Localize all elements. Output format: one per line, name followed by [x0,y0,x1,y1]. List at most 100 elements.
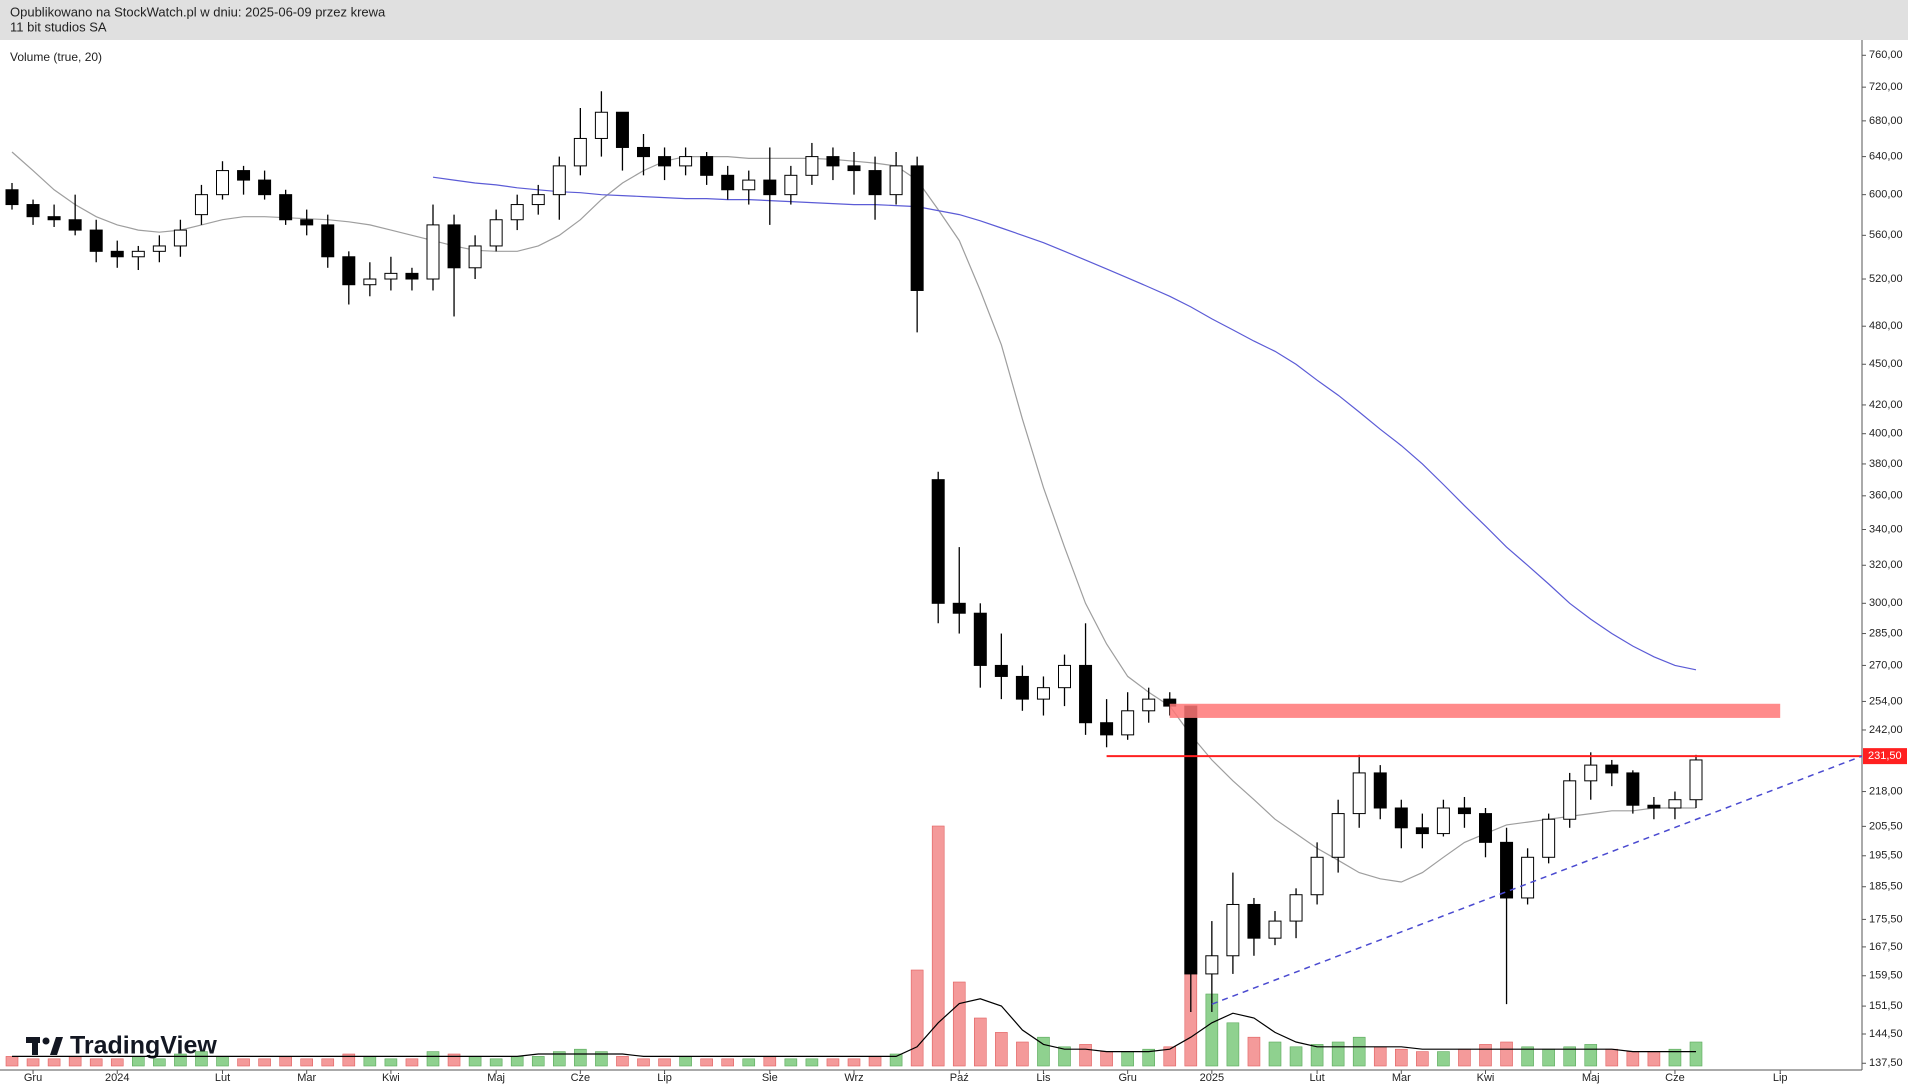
volume-bar [1584,1044,1598,1067]
y-tick-label: 159,50 [1869,970,1903,982]
x-tick-label: Mar [1392,1072,1411,1084]
y-tick-label: 640,00 [1869,151,1903,163]
y-tick-label: 360,00 [1869,490,1903,502]
candle-body [784,174,798,196]
volume-bar [1542,1048,1555,1067]
candle-body [1331,813,1345,858]
volume-bar [1037,1036,1050,1067]
candle-body [1310,856,1324,896]
candle-body [994,664,1008,677]
volume-bar [721,1058,735,1067]
volume-bar [763,1056,777,1067]
candle-body [300,219,314,226]
y-tick-label: 560,00 [1869,229,1903,241]
x-tick-label: Kwi [382,1072,400,1084]
volume-bar [1500,1041,1513,1067]
volume-bar [1605,1048,1619,1067]
candle-body [384,272,398,280]
y-tick-label: 760,00 [1869,49,1903,61]
candle-body [47,216,61,221]
volume-bar [237,1058,250,1067]
candle-body [1436,807,1450,835]
candle-body [1352,772,1366,815]
x-tick-label: Cze [1665,1072,1685,1084]
x-tick-label: Mar [297,1072,316,1084]
volume-bar [1268,1041,1282,1067]
volume-bar [616,1056,629,1067]
candle-body [1647,804,1661,809]
y-tick-label: 285,00 [1869,627,1903,639]
candle-body [1668,799,1682,809]
volume-bar [26,1058,40,1067]
y-tick-label: 400,00 [1869,428,1903,440]
volume-bar [258,1058,271,1067]
candle-body [89,229,103,252]
candle-body [131,250,145,258]
x-tick-label: Gru [24,1072,42,1084]
y-tick-label: 300,00 [1869,597,1903,609]
published-note: Opublikowano na StockWatch.pl w dniu: 20… [10,4,386,19]
resistance-zone [1169,703,1781,718]
x-tick-label: Maj [487,1072,505,1084]
x-tick-label: Lis [1036,1072,1051,1084]
y-tick-label: 600,00 [1869,189,1903,201]
volume-bar [68,1056,82,1067]
volume-bar [321,1058,335,1067]
candle-body [1521,856,1535,899]
x-tick-label: Lut [1309,1072,1324,1084]
y-tick-label: 242,00 [1869,724,1903,736]
volume-bar [552,1051,566,1067]
candle-body [721,174,735,191]
candle-body [594,111,608,139]
y-tick-label: 144,50 [1869,1028,1903,1040]
candle-body [1247,903,1261,939]
candle-body [237,170,251,181]
volume-bar [973,1017,987,1067]
volume-bar [1121,1051,1134,1067]
y-tick-label: 185,50 [1869,881,1903,893]
candle-body [1205,955,1219,975]
x-tick-label: Cze [571,1072,591,1084]
candle-body [1121,710,1135,736]
volume-bar [153,1058,166,1067]
volume-bar [931,825,945,1067]
candle-body [1542,818,1556,858]
candle-body [405,272,419,280]
candle-body [1500,841,1514,899]
candle-body [889,165,903,196]
volume-bar [1521,1046,1534,1067]
candle-body [489,219,503,247]
volume-bar [1563,1046,1576,1067]
volume-bar [279,1056,292,1067]
candle-body [1079,664,1093,724]
volume-bar [510,1056,524,1067]
y-tick-label: 420,00 [1869,399,1903,411]
volume-bar [995,1032,1008,1067]
volume-bar [1395,1048,1408,1067]
candle-body [447,224,461,269]
volume-bar [1352,1036,1366,1067]
volume-bar [89,1058,103,1067]
volume-bar [1373,1046,1387,1067]
candle-body [68,219,82,231]
volume-bar [426,1051,440,1067]
volume-bar [1647,1051,1661,1067]
y-tick-label: 720,00 [1869,81,1903,93]
y-tick-label: 340,00 [1869,523,1903,535]
candle-body [1394,807,1408,829]
candle-body [1605,764,1619,774]
candle-body [1584,764,1598,782]
volume-bar [489,1058,503,1067]
candle-body [110,250,124,258]
candle-body [1015,675,1029,700]
volume-bar [1437,1051,1450,1067]
candle-body [552,165,566,196]
volume-bar [1416,1051,1429,1067]
volume-bar [700,1058,713,1067]
volume-bar [1226,1022,1240,1067]
candle-body [426,224,440,280]
symbol: 11 bit studios SA [10,19,107,34]
y-tick-label: 218,00 [1869,785,1903,797]
volume-bar [826,1058,840,1067]
